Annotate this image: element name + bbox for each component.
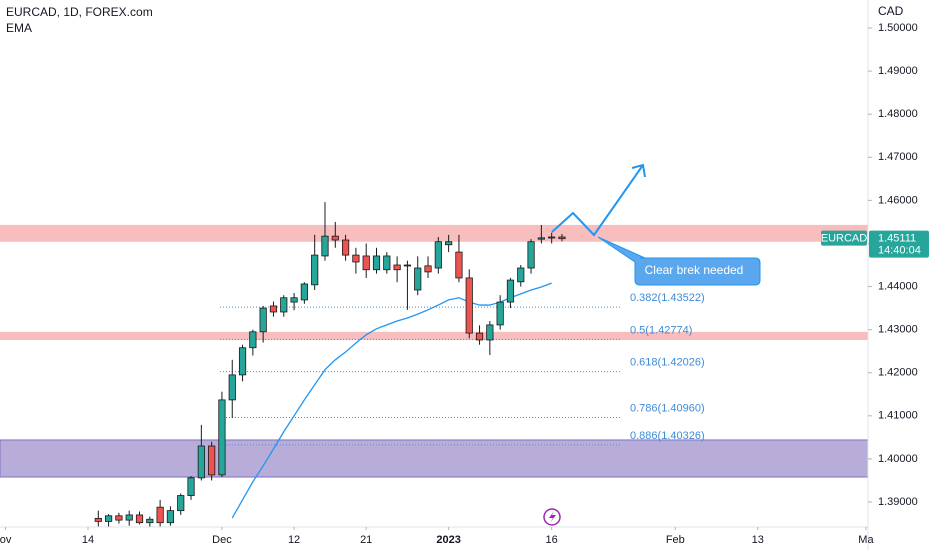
candle-body: [135, 514, 144, 524]
candle-body: [403, 264, 412, 267]
y-tick-label: 1.47000: [878, 151, 918, 163]
zone: [0, 224, 868, 242]
fib-label: 0.786(1.40960): [630, 402, 705, 414]
price-tag-text: 1.45111: [878, 233, 916, 245]
candle-body: [208, 445, 216, 476]
x-tick-label: 14: [82, 534, 94, 546]
candle-body: [197, 445, 205, 479]
fib-label: 0.886(1.40326): [630, 430, 705, 442]
event-icon: [543, 508, 561, 526]
candle-body: [321, 235, 329, 257]
candle-body: [228, 374, 236, 401]
candle-body: [125, 514, 133, 521]
candle-body: [94, 517, 102, 522]
candle-body: [166, 510, 175, 524]
price-tag: [869, 230, 929, 258]
projection-arrow: [551, 164, 644, 237]
candle-body: [424, 265, 432, 273]
symbol-tag-text: EURCAD: [821, 233, 868, 245]
candle-body: [486, 324, 494, 341]
y-tick-label: 1.39000: [878, 496, 918, 508]
fib-label: 0.5(1.42774): [630, 324, 692, 336]
candle-body: [331, 235, 339, 241]
indicator-label: EMA: [6, 21, 32, 35]
fib-label: 0.382(1.43522): [630, 292, 705, 304]
candle-body: [455, 251, 463, 279]
callout-text: Clear brek needed: [645, 263, 744, 277]
candle-body: [527, 241, 535, 269]
candle-body: [177, 495, 185, 512]
x-tick-label: Ma: [858, 534, 874, 546]
fib-label: 0.618(1.42026): [630, 357, 705, 369]
y-tick-label: 1.49000: [878, 65, 918, 77]
y-tick-label: 1.48000: [878, 108, 918, 120]
chart-title: EURCAD, 1D, FOREX.com: [6, 5, 153, 19]
x-tick-label: 12: [288, 534, 300, 546]
y-tick-label: 1.41000: [878, 410, 918, 422]
arrow-head: [631, 163, 646, 178]
candle-body: [506, 279, 515, 303]
x-tick-label: 2023: [436, 534, 460, 546]
y-tick-label: 1.43000: [878, 324, 918, 336]
candle-body: [352, 254, 360, 263]
y-tick-label: 1.44000: [878, 280, 918, 292]
candle-body: [259, 307, 267, 333]
plot-area: 0.382(1.43522) 0.5(1.42774) 0.618(1.42026)…: [0, 202, 868, 527]
candle-body: [445, 241, 453, 246]
countdown-text: 14:40:04: [878, 245, 921, 257]
zone: [0, 439, 868, 478]
candle-body: [341, 239, 350, 256]
x-tick-label: 13: [752, 534, 764, 546]
candle-body: [362, 255, 370, 271]
candle-body: [311, 254, 319, 286]
x-tick-label: ov: [0, 534, 12, 546]
x-tick-label: 21: [360, 534, 372, 546]
candle-body: [496, 301, 504, 326]
callout: [597, 236, 761, 286]
event-icon-bolt: [549, 511, 556, 523]
zone: [0, 331, 868, 340]
currency-label: CAD: [878, 4, 904, 18]
candle-body: [434, 241, 442, 269]
candle-body: [115, 515, 123, 521]
candle-body: [269, 305, 278, 313]
x-tick-label: Feb: [666, 534, 685, 546]
candle-body: [300, 283, 308, 301]
candle-body: [156, 506, 164, 524]
candle-body: [558, 236, 566, 240]
candle-body: [475, 332, 484, 341]
candle-body: [249, 331, 257, 349]
candle-body: [187, 477, 195, 496]
candle-body: [548, 236, 556, 239]
candle-body: [393, 264, 401, 271]
symbol-tag: [821, 230, 867, 246]
candle-body: [465, 277, 473, 334]
y-tick-label: 1.46000: [878, 194, 918, 206]
x-tick-label: 16: [546, 534, 558, 546]
candle-body: [280, 297, 288, 313]
candle-body: [372, 255, 381, 271]
candle-body: [105, 515, 113, 522]
candle-body: [238, 347, 247, 376]
y-tick-label: 1.50000: [878, 22, 918, 34]
candle-body: [537, 237, 545, 240]
candle-body: [517, 267, 525, 283]
x-tick-label: Dec: [212, 534, 232, 546]
candle-body: [218, 399, 226, 476]
candle-body: [414, 267, 422, 291]
y-tick-label: 1.40000: [878, 453, 918, 465]
drawings: Clear brek needed: [543, 163, 761, 526]
y-tick-label: 1.42000: [878, 367, 918, 379]
candle-body: [383, 255, 391, 271]
candle-body: [146, 518, 154, 524]
candle-body: [290, 297, 298, 303]
